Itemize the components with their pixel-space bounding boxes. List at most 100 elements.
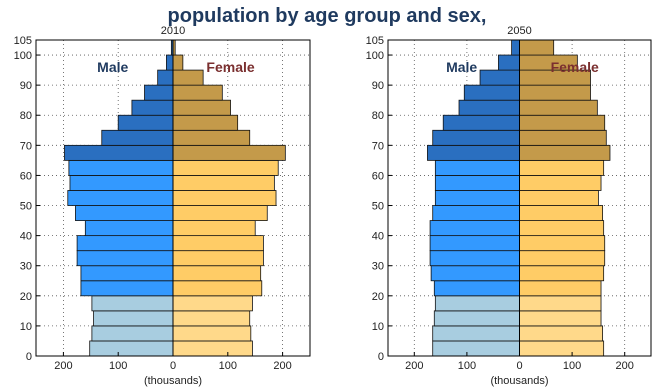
bar-male-50-54 [67,190,174,206]
bar-male-10-14 [433,310,520,327]
x-tick-label: 100 [219,360,237,372]
bar-male-75-79 [117,114,174,131]
x-tick-label: 200 [273,360,291,372]
bar-male-80-84 [458,99,520,116]
bar-male-10-14 [93,310,174,327]
y-tick-label: 30 [20,261,32,273]
x-axis-label: (thousands) [144,375,202,387]
bar-male-40-44 [84,220,174,237]
y-tick-label: 0 [26,351,32,363]
bar-female-25-29 [172,265,262,282]
bar-male-80-84 [131,99,174,116]
bar-female-30-34 [519,250,606,267]
bar-male-65-69 [427,144,520,161]
bar-female-10-14 [172,310,251,327]
bar-female-65-69 [519,144,611,161]
bar-male-95-99 [166,54,174,71]
bar-female-60-64 [519,159,605,176]
bar-female-95-99 [172,54,184,71]
bar-male-100+ [511,39,520,56]
bar-male-70-74 [101,129,174,146]
bar-female-90-94 [172,69,204,86]
bar-female-55-59 [172,175,275,191]
y-tick-label: 80 [372,110,384,122]
bar-male-25-29 [80,265,174,282]
x-tick-label: 100 [109,360,127,372]
figure-heading: population by age group and sex, [168,5,487,27]
pyramid-panel-2010: 2010 200 100 0 100 200 0 10 20 30 40 50 60 70 80 90 100 1… [14,25,311,387]
panel-title: 2010 [161,25,185,37]
bar-male-50-54 [434,190,520,206]
bar-female-50-54 [172,190,277,206]
bar-female-80-84 [519,99,598,116]
bar-male-85-89 [463,84,520,101]
x-axis-label: (thousands) [490,375,548,387]
y-tick-label: 60 [20,170,32,182]
bar-male-35-39 [429,235,520,252]
bar-male-60-64 [68,159,174,176]
bar-male-25-29 [430,265,520,282]
y-tick-label: 90 [372,80,384,92]
bar-female-35-39 [172,235,264,252]
bar-male-70-74 [432,129,520,146]
bar-male-55-59 [434,175,520,191]
bar-male-15-19 [91,295,174,312]
y-tick-label: 80 [20,110,32,122]
y-tick-label: 70 [372,140,384,152]
bar-female-85-89 [519,84,591,101]
bar-male-65-69 [64,144,174,161]
x-tick-label: 0 [516,360,522,372]
bar-male-20-24 [80,280,174,297]
y-tick-label: 30 [372,261,384,273]
y-tick-label: 90 [20,80,32,92]
bar-female-20-24 [172,280,263,297]
bar-female-70-74 [172,129,251,146]
y-tick-label: 20 [20,291,32,303]
bar-male-5-9 [91,325,174,342]
bar-male-20-24 [433,280,520,297]
y-tick-label: 105 [14,35,32,47]
y-tick-label: 0 [378,351,384,363]
bar-female-35-39 [519,235,606,252]
y-tick-label: 60 [372,170,384,182]
bar-male-55-59 [69,175,174,191]
y-tick-label: 105 [366,35,384,47]
y-tick-label: 10 [372,321,384,333]
bar-female-70-74 [519,129,607,146]
bar-female-25-29 [519,265,605,282]
bar-female-40-44 [172,220,256,237]
bar-female-10-14 [519,310,602,327]
bar-female-55-59 [519,175,602,191]
bar-female-85-89 [172,84,223,101]
bar-male-0-4 [432,340,520,357]
y-tick-label: 10 [20,321,32,333]
bar-male-75-79 [442,114,520,131]
panel-title: 2050 [507,25,531,37]
bar-male-35-39 [76,235,174,252]
pyramid-panel-2050: 2050 200 100 0 100 200 0 10 20 30 40 50 60 70 80 90 100 1… [366,25,652,387]
bar-female-80-84 [172,99,231,116]
x-tick-label: 200 [616,360,634,372]
bar-male-90-94 [479,69,520,86]
female-label: Female [206,59,254,75]
bar-male-45-49 [75,205,174,221]
bar-male-40-44 [429,220,520,237]
bar-male-5-9 [432,325,520,342]
y-tick-label: 50 [20,201,32,213]
bar-female-45-49 [172,205,268,221]
bar-female-20-24 [519,280,602,297]
bar-male-30-34 [76,250,174,267]
y-tick-label: 20 [372,291,384,303]
y-tick-label: 100 [366,50,384,62]
bar-female-0-4 [519,340,605,357]
bar-female-30-34 [172,250,264,267]
x-tick-label: 100 [458,360,476,372]
y-tick-label: 50 [372,201,384,213]
bar-female-45-49 [519,205,604,221]
bar-female-75-79 [172,114,239,131]
bar-female-75-79 [519,114,606,131]
y-tick-label: 100 [14,50,32,62]
bar-female-65-69 [172,144,286,161]
bar-female-5-9 [519,325,604,342]
